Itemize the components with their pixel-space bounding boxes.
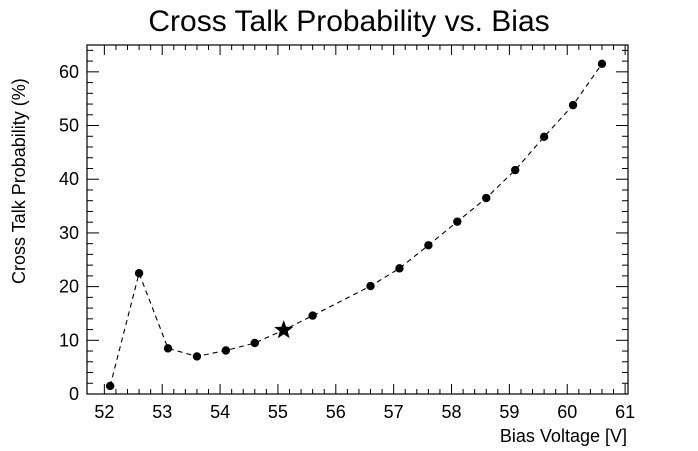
- data-point: [568, 100, 578, 110]
- data-points: [105, 59, 607, 391]
- x-tick-label: 55: [268, 402, 288, 422]
- x-axis: 52 53 54 55 56 57 58 59 60 61: [94, 45, 635, 422]
- y-tick-label: 10: [59, 330, 79, 350]
- data-point: [597, 59, 607, 68]
- x-tick-label: 56: [326, 402, 346, 422]
- data-point: [395, 264, 404, 273]
- y-tick-label: 30: [59, 223, 79, 243]
- y-tick-label: 20: [59, 277, 79, 297]
- y-tick-label: 40: [59, 169, 79, 189]
- y-axis-title: Cross Talk Probability (%): [9, 78, 29, 284]
- data-point: [424, 241, 433, 250]
- plot-frame: [86, 44, 629, 395]
- data-point: [308, 311, 317, 320]
- x-tick-label: 61: [615, 402, 635, 422]
- data-point-star: [274, 320, 294, 339]
- data-point: [453, 217, 462, 226]
- data-point: [482, 193, 491, 203]
- data-point: [366, 281, 375, 291]
- data-point: [510, 165, 520, 175]
- y-axis: 0 10 20 30 40 50 60: [59, 49, 628, 404]
- data-point: [250, 338, 259, 348]
- chart-title: Cross Talk Probability vs. Bias: [148, 5, 549, 38]
- series-line: [109, 63, 603, 387]
- x-tick-label: 52: [94, 402, 114, 422]
- x-tick-label: 58: [442, 402, 462, 422]
- data-point: [539, 132, 549, 142]
- data-point: [134, 268, 144, 278]
- data-point: [105, 381, 115, 391]
- data-point: [163, 344, 173, 353]
- data-point: [192, 352, 202, 361]
- x-axis-title: Bias Voltage [V]: [500, 426, 627, 446]
- data-point: [221, 346, 231, 355]
- y-tick-label: 50: [59, 116, 79, 136]
- x-tick-label: 60: [557, 402, 577, 422]
- x-tick-label: 59: [499, 402, 519, 422]
- x-tick-label: 57: [384, 402, 404, 422]
- y-tick-label: 60: [59, 62, 79, 82]
- x-tick-label: 54: [210, 402, 230, 422]
- y-tick-label: 0: [69, 384, 79, 404]
- x-tick-label: 53: [152, 402, 172, 422]
